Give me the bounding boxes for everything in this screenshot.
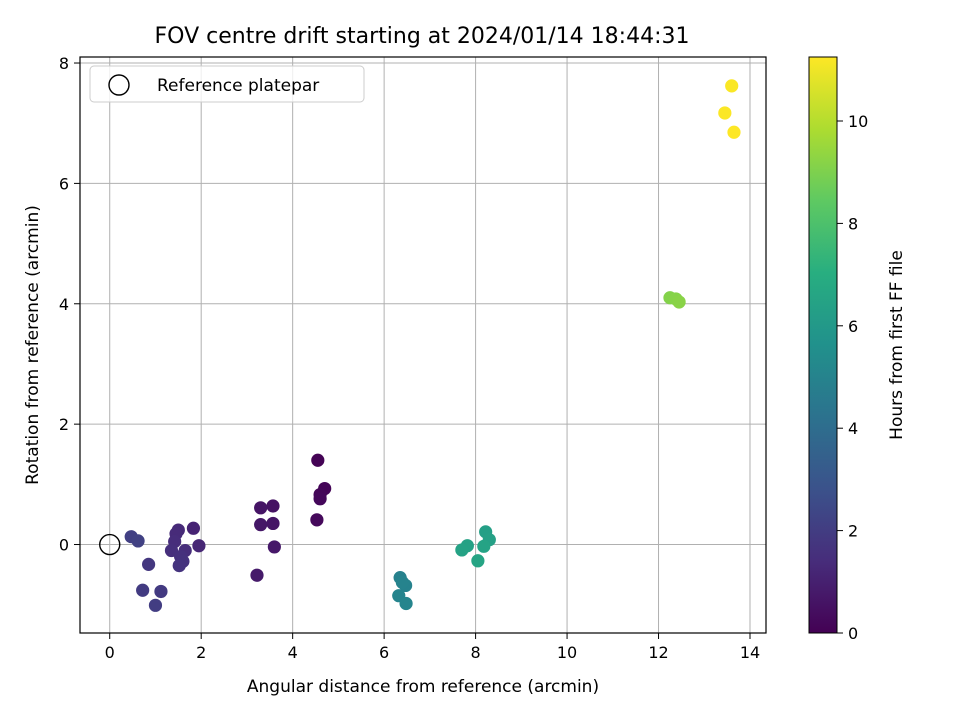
colorbar-ticks: 0 2 4 6 8 10: [837, 112, 868, 643]
data-point: [136, 583, 150, 597]
colorbar-tick-label: 8: [848, 214, 858, 233]
y-tick-label: 0: [59, 536, 69, 555]
legend-entry: Reference platepar: [157, 76, 319, 96]
data-point: [254, 518, 268, 532]
y-axis-ticks: 0 2 4 6 8: [59, 54, 80, 555]
x-tick-label: 6: [379, 643, 389, 662]
data-point: [725, 79, 739, 93]
colorbar: 0 2 4 6 8 10 Hours from first FF file: [808, 56, 907, 643]
data-point: [266, 499, 280, 513]
data-point: [186, 521, 201, 535]
data-point: [399, 596, 413, 611]
colorbar-tick-label: 0: [848, 624, 858, 643]
x-tick-label: 8: [470, 643, 480, 662]
grid-lines: [80, 57, 766, 633]
data-point: [254, 501, 268, 515]
y-tick-label: 6: [59, 174, 69, 193]
data-point: [311, 453, 325, 467]
legend-marker-icon: [108, 74, 130, 96]
data-point: [313, 492, 327, 506]
legend-box: [89, 65, 365, 103]
colorbar-tick-label: 4: [848, 419, 858, 438]
data-point: [250, 568, 264, 582]
x-tick-label: 0: [105, 643, 115, 662]
data-point: [267, 540, 281, 554]
data-point: [131, 534, 145, 548]
x-tick-label: 12: [648, 643, 668, 662]
y-tick-label: 2: [59, 415, 69, 434]
data-point: [395, 575, 410, 590]
legend: Reference platepar: [89, 65, 365, 103]
x-tick-label: 4: [288, 643, 298, 662]
colorbar-tick-label: 6: [848, 317, 858, 336]
chart-title: FOV centre drift starting at 2024/01/14 …: [155, 24, 690, 49]
data-point: [471, 554, 485, 568]
y-axis-label: Rotation from reference (arcmin): [23, 205, 43, 485]
data-point: [310, 513, 324, 527]
reference-point-marker: [99, 533, 121, 556]
x-tick-label: 2: [196, 643, 206, 662]
data-point: [477, 539, 491, 553]
plot-frame: [79, 56, 767, 634]
data-point: [455, 543, 469, 557]
x-axis-ticks: 0 2 4 6 8 10 12 14: [105, 633, 760, 662]
y-tick-label: 8: [59, 54, 69, 73]
colorbar-gradient: [808, 56, 838, 634]
data-point: [154, 584, 168, 599]
reference-marker: [99, 533, 121, 556]
colorbar-tick-label: 10: [848, 112, 868, 131]
data-point: [718, 106, 732, 120]
colorbar-tick-label: 2: [848, 522, 858, 541]
data-point: [727, 125, 741, 139]
data-points: [124, 79, 741, 612]
data-point: [192, 539, 206, 553]
x-tick-label: 10: [557, 643, 577, 662]
data-point: [172, 558, 186, 573]
y-tick-label: 4: [59, 295, 69, 314]
colorbar-label: Hours from first FF file: [887, 250, 907, 440]
x-axis-label: Angular distance from reference (arcmin): [247, 677, 599, 697]
data-point: [672, 295, 686, 309]
x-tick-label: 14: [740, 643, 760, 662]
data-point: [148, 598, 163, 612]
data-point: [266, 516, 280, 531]
data-point: [142, 557, 156, 571]
